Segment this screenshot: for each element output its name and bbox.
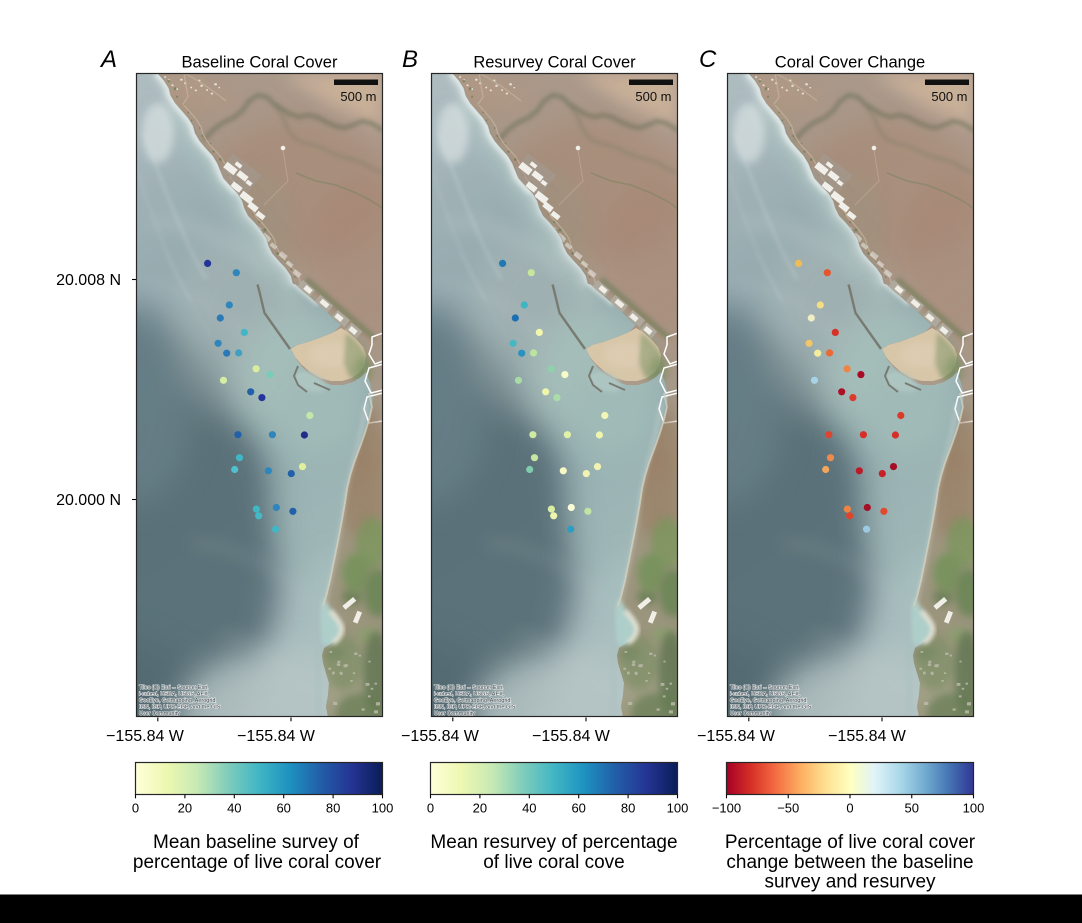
svg-text:Percentage of live coral cover: Percentage of live coral cover — [725, 832, 976, 853]
svg-text:−155.84 W: −155.84 W — [532, 728, 611, 745]
svg-text:of live coral cove: of live coral cove — [483, 852, 625, 873]
svg-text:20: 20 — [178, 801, 192, 816]
svg-text:−155.84 W: −155.84 W — [106, 728, 185, 745]
svg-text:B: B — [402, 46, 418, 73]
svg-text:change between the baseline: change between the baseline — [726, 852, 973, 873]
svg-text:−100: −100 — [712, 801, 741, 816]
svg-text:Baseline Coral Cover: Baseline Coral Cover — [182, 54, 338, 72]
svg-text:20.000 N: 20.000 N — [56, 492, 121, 509]
svg-text:−50: −50 — [777, 801, 799, 816]
svg-text:50: 50 — [905, 801, 919, 816]
svg-text:−155.84 W: −155.84 W — [697, 728, 776, 745]
svg-text:80: 80 — [326, 801, 340, 816]
svg-text:60: 60 — [276, 801, 290, 816]
svg-text:0: 0 — [132, 801, 139, 816]
svg-text:80: 80 — [621, 801, 635, 816]
svg-text:Mean resurvey of percentage: Mean resurvey of percentage — [430, 832, 677, 853]
svg-text:60: 60 — [571, 801, 585, 816]
svg-text:survey and resurvey: survey and resurvey — [764, 872, 936, 893]
svg-text:40: 40 — [227, 801, 241, 816]
svg-text:40: 40 — [522, 801, 536, 816]
svg-text:0: 0 — [846, 801, 853, 816]
svg-text:100: 100 — [667, 801, 689, 816]
svg-text:20: 20 — [473, 801, 487, 816]
svg-text:−155.84 W: −155.84 W — [237, 728, 316, 745]
svg-text:Resurvey Coral Cover: Resurvey Coral Cover — [473, 54, 636, 72]
svg-text:100: 100 — [372, 801, 394, 816]
svg-text:−155.84 W: −155.84 W — [401, 728, 480, 745]
svg-text:Mean baseline survey of: Mean baseline survey of — [153, 832, 360, 853]
svg-text:A: A — [99, 46, 117, 73]
svg-text:percentage of live coral cover: percentage of live coral cover — [133, 852, 382, 873]
svg-text:0: 0 — [427, 801, 434, 816]
svg-text:Coral Cover Change: Coral Cover Change — [775, 54, 925, 72]
svg-text:20.008 N: 20.008 N — [56, 272, 121, 289]
svg-text:100: 100 — [963, 801, 985, 816]
svg-text:−155.84 W: −155.84 W — [828, 728, 907, 745]
svg-text:C: C — [699, 46, 717, 73]
